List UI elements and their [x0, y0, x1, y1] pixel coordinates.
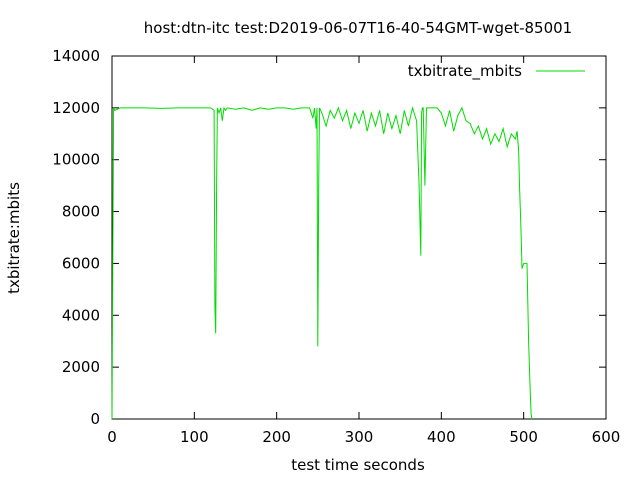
x-tick-label: 0 [107, 428, 117, 446]
y-tick-label: 4000 [62, 306, 100, 324]
y-axis-ticks: 0 2000 4000 6000 8000 10000 12000 14000 [52, 47, 606, 428]
x-tick-label: 600 [592, 428, 621, 446]
y-tick-label: 12000 [52, 99, 100, 117]
x-tick-label: 400 [427, 428, 456, 446]
series-line-txbitrate [111, 105, 533, 420]
y-tick-label: 10000 [52, 151, 100, 169]
y-tick-label: 2000 [62, 358, 100, 376]
x-axis-title: test time seconds [291, 456, 425, 474]
x-tick-label: 200 [262, 428, 291, 446]
x-tick-label: 100 [180, 428, 209, 446]
y-tick-label: 6000 [62, 254, 100, 272]
series-layer [111, 105, 533, 420]
y-tick-label: 0 [90, 410, 100, 428]
x-axis-ticks: 0 100 200 300 400 500 600 [107, 56, 620, 446]
y-axis-title: txbitrate:mbits [5, 182, 23, 294]
legend-label: txbitrate_mbits [408, 62, 522, 81]
x-tick-label: 500 [509, 428, 538, 446]
x-tick-label: 300 [345, 428, 374, 446]
legend: txbitrate_mbits [408, 62, 585, 81]
plot-frame [111, 55, 607, 420]
y-tick-label: 8000 [62, 203, 100, 221]
y-tick-label: 14000 [52, 47, 100, 65]
chart-title: host:dtn-itc test:D2019-06-07T16-40-54GM… [144, 19, 572, 37]
